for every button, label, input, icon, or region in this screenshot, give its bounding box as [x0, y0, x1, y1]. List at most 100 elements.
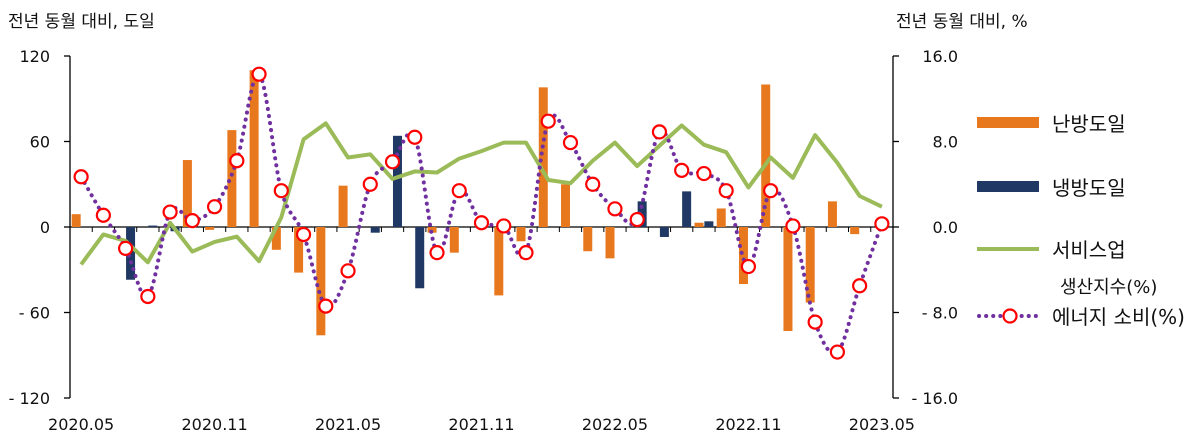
energy-marker [162, 204, 178, 220]
bar-heating [783, 227, 793, 332]
energy-marker [718, 183, 734, 199]
bar-heating [227, 130, 237, 227]
bar-heating [827, 201, 837, 227]
bar-heating [249, 70, 259, 227]
energy-marker [140, 288, 156, 305]
right-tick-label: 0.0 [933, 218, 958, 237]
energy-marker [629, 211, 645, 228]
bar-cooling [392, 135, 402, 227]
bar-cooling [704, 221, 714, 227]
x-tick-label: 2021.11 [448, 415, 514, 434]
bar-heating [850, 227, 860, 235]
energy-marker [696, 165, 712, 182]
energy-marker [807, 314, 823, 330]
energy-marker [73, 169, 89, 185]
energy-marker [273, 183, 289, 199]
energy-marker [184, 212, 200, 229]
legend-label: 난방도일 [1052, 112, 1126, 136]
energy-marker [763, 183, 779, 199]
left-axis-title: 전년 동월 대비, 도일 [8, 12, 155, 32]
energy-marker [740, 258, 757, 275]
left-tick-label: 0 [40, 218, 50, 237]
bar-heating [738, 227, 748, 284]
energy-marker [295, 226, 312, 243]
bar-heating [494, 227, 504, 296]
bar-heating [805, 227, 815, 303]
energy-marker [318, 298, 334, 314]
legend-swatch-bar [977, 181, 1039, 192]
markers [73, 66, 890, 360]
energy-marker [540, 113, 556, 129]
bars [71, 70, 860, 336]
energy-marker [473, 215, 490, 231]
energy-marker [429, 245, 445, 261]
energy-marker [674, 162, 690, 178]
left-tick-label: 120 [19, 47, 50, 66]
legend-label: 생산지수(%) [1060, 277, 1157, 298]
legend-label: 냉방도일 [1052, 176, 1126, 200]
energy-marker [829, 344, 845, 360]
right-tick-label: - 16.0 [912, 389, 958, 408]
bar-heating [761, 84, 771, 227]
bar-heating [605, 227, 615, 259]
energy-marker [562, 134, 579, 151]
left-tick-label: 60 [30, 133, 50, 152]
legend-label: 서비스업 [1052, 238, 1126, 262]
energy-marker [206, 199, 223, 215]
legend-marker [1002, 308, 1018, 324]
energy-marker [451, 183, 467, 199]
bar-heating [716, 208, 726, 227]
energy-marker [229, 153, 245, 169]
left-tick-label: - 60 [19, 304, 50, 323]
bar-heating [271, 227, 281, 250]
x-tick-label: 2022.11 [715, 415, 781, 434]
x-tick-label: 2020.11 [181, 415, 247, 434]
bar-cooling [682, 191, 692, 227]
right-tick-label: - 8.0 [922, 304, 958, 323]
energy-marker [585, 176, 601, 192]
legend-swatch-bar [977, 117, 1039, 128]
bar-heating [427, 227, 437, 233]
bar-heating [694, 222, 704, 227]
energy-marker [407, 129, 423, 145]
legend-label: 에너지 소비(%) [1052, 305, 1185, 329]
bar-heating [338, 185, 348, 227]
bar-heating [294, 227, 304, 273]
x-tick-label: 2021.05 [315, 415, 381, 434]
bar-heating [561, 184, 571, 227]
energy-marker [496, 218, 512, 234]
energy-marker [874, 216, 890, 232]
left-tick-label: - 120 [9, 389, 50, 408]
right-tick-label: 16.0 [922, 47, 958, 66]
bar-cooling [659, 227, 669, 237]
bar-heating [583, 227, 593, 252]
bar-heating [538, 87, 548, 227]
x-tick-label: 2023.05 [849, 415, 915, 434]
bar-heating [182, 160, 192, 227]
bar-heating [449, 227, 459, 253]
energy-marker [340, 263, 356, 279]
ticks: 120 60 0 - 60 - 120 16.0 8.0 0.0 - 8.0 - 16.0 2020… [9, 47, 958, 434]
series-line-service [79, 121, 883, 266]
energy-marker [362, 176, 378, 192]
right-axis-title: 전년 동월 대비, % [896, 12, 1028, 32]
energy-marker [651, 124, 668, 140]
energy-marker [384, 154, 401, 170]
energy-marker [607, 201, 623, 217]
energy-marker [785, 218, 801, 234]
bar-heating [316, 227, 326, 336]
x-tick-label: 2020.05 [48, 415, 114, 434]
energy-marker [251, 66, 267, 82]
bar-heating [71, 214, 81, 227]
energy-marker [518, 245, 534, 261]
energy-marker [95, 207, 111, 223]
x-tick-label: 2022.05 [582, 415, 648, 434]
energy-marker [118, 240, 134, 256]
bar-cooling [370, 227, 380, 233]
energy-marker [852, 278, 868, 294]
bar-cooling [415, 227, 425, 289]
bar-cooling [148, 225, 158, 227]
bar-heating [516, 227, 526, 242]
